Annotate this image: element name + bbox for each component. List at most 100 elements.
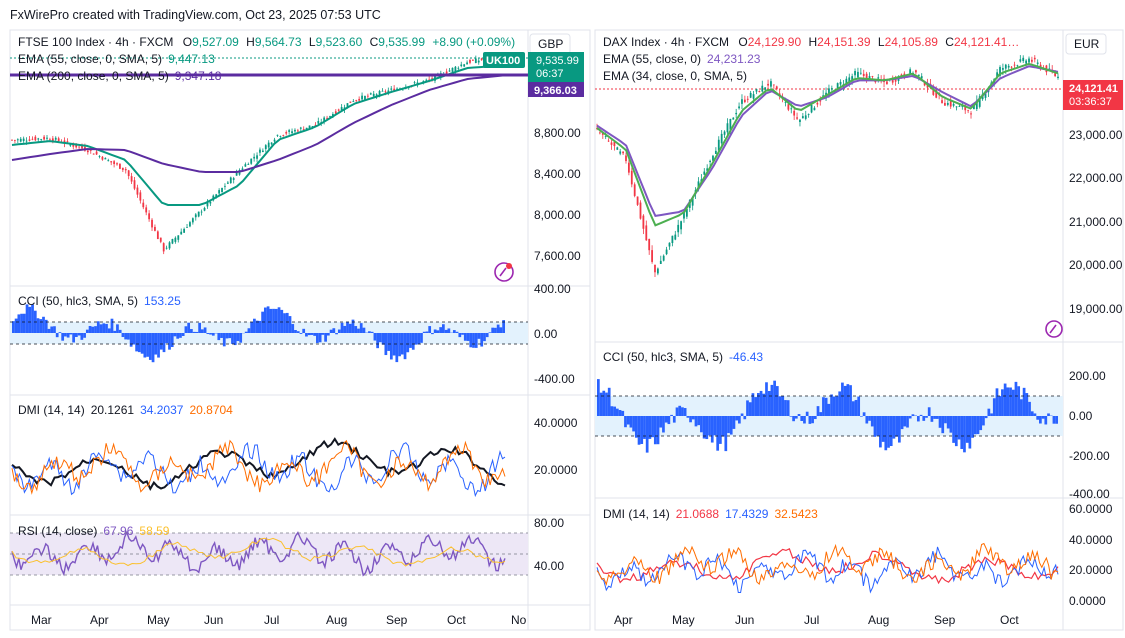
candle-body [712,155,714,161]
cci-bar [113,330,117,333]
candle-body [69,144,72,146]
cci-bar [1039,416,1042,424]
candle-body [683,212,685,219]
candle-body [86,150,89,153]
cci-bar [860,416,863,417]
cci-bar [889,416,893,447]
candle-body [714,150,717,154]
cci-bar [299,333,303,334]
cci-bar [181,333,185,336]
candle-body [804,115,807,119]
candle-body [291,131,293,134]
candle-body [1031,59,1033,62]
cci-bar [982,416,985,426]
cci-bar [870,416,874,427]
cci-bar [370,331,374,333]
cci-bar [1014,381,1018,416]
cci-bar [447,328,451,333]
cci-bar [343,325,347,333]
cci-bar [895,416,899,437]
candle-body [633,184,636,196]
candle-body [619,151,622,154]
candle-body [457,67,460,69]
cci-bar [80,333,84,340]
cci-bar [846,384,850,416]
candle-body [159,237,162,242]
right-currency-box[interactable] [1065,33,1107,55]
right-month-label: Apr [614,613,633,627]
alert-icon[interactable] [494,262,514,282]
cci-bar [277,307,281,333]
candle-body [801,116,804,119]
cci-bar [597,379,600,416]
cci-bar [91,326,95,333]
cci-bar [990,413,993,416]
right-price-tick: 19,000.00 [1069,302,1123,316]
candle-body [984,93,987,98]
right-price-tick: 23,000.00 [1069,128,1123,142]
cci-bar [425,331,429,333]
right-month-label: May [672,613,695,627]
cci-bar [466,333,470,341]
cci-bar [31,304,34,333]
cci-bar [313,333,317,336]
cci-bar [47,328,51,333]
cci-bar [102,323,106,333]
cci-bar [162,333,166,353]
candle-body [305,127,308,130]
cci-bar [933,416,936,419]
candle-body [975,100,978,109]
candle-body [162,243,165,252]
cci-bar [398,333,401,357]
candle-body [326,117,328,119]
left-rsi-ma-line [11,537,506,567]
cci-bar [1003,383,1007,416]
cci-bar [190,329,193,333]
cci-bar [406,333,410,353]
cci-bar [973,416,977,435]
candle-body [746,98,749,100]
alert-icon[interactable] [1045,320,1063,338]
candle-body [1025,60,1028,64]
candle-body [203,207,206,211]
candle-body [654,264,656,273]
cci-bar [307,333,311,336]
candle-body [735,112,738,115]
candle-body [221,187,223,193]
cci-bar [1011,389,1015,416]
candle-body [448,70,451,72]
cci-bar [705,416,709,440]
cci-bar [640,416,644,444]
cci-bar [217,333,221,341]
candle-body [124,169,127,171]
cci-bar [971,416,974,438]
cci-bar [310,333,314,335]
cci-bar [835,396,839,416]
candle-body [651,250,653,262]
left-ema200-tag-value: 9,366.03 [534,85,577,97]
cci-bar [61,333,65,341]
cci-bar [20,313,23,333]
candle-body [1004,64,1007,69]
candle-body [1002,68,1004,70]
candle-body [136,187,139,195]
candle-body [920,76,923,79]
cci-bar [613,406,616,416]
candle-body [1057,76,1059,78]
right-dmi-tick: 40.0000 [1069,533,1113,547]
cci-bar [409,333,412,348]
cci-bar [488,332,492,333]
candle-body [133,180,136,189]
candle-body [98,156,101,157]
candle-body [194,214,197,218]
left-month-label: Aug [326,613,347,627]
candle-body [761,85,764,92]
right-ema34-line [596,62,1059,227]
candle-body [355,100,358,101]
candle-body [767,83,769,86]
candle-body [165,247,168,249]
candle-body [996,72,999,78]
candle-body [775,86,778,90]
cci-bar [337,329,341,333]
cci-bar [662,416,665,433]
